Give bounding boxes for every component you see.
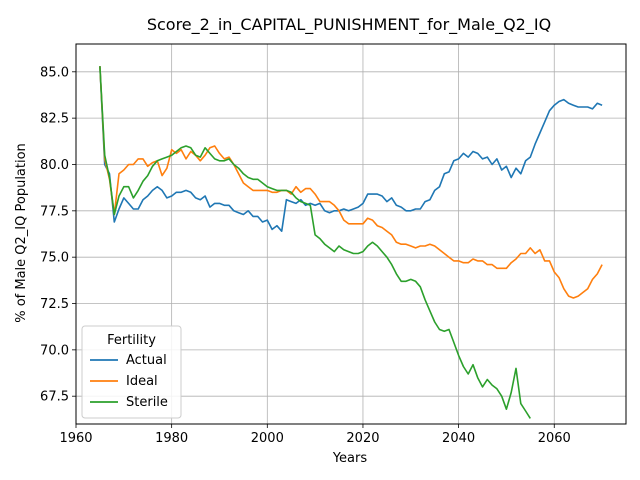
x-tick-label: 2040 xyxy=(442,431,475,446)
x-tick-label: 2060 xyxy=(538,431,571,446)
y-tick-label: 82.5 xyxy=(40,112,69,127)
y-axis-ticks: 67.5 70.0 72.5 75.0 77.5 80.0 82.5 85.0 xyxy=(40,65,76,405)
y-tick-label: 72.5 xyxy=(40,297,69,312)
legend: Fertility Actual Ideal Sterile xyxy=(81,325,182,419)
legend-box xyxy=(81,325,182,419)
series-line-sterile xyxy=(99,66,531,419)
y-tick-label: 80.0 xyxy=(40,158,69,173)
y-tick-label: 77.5 xyxy=(40,204,69,219)
plot-area-frame xyxy=(75,43,627,425)
x-axis-ticks: 1960 1980 2000 2020 2040 2060 xyxy=(59,424,571,446)
chart-title: Score_2_in_CAPITAL_PUNISHMENT_for_Male_Q… xyxy=(147,15,551,35)
y-axis-label: % of Male Q2_IQ Population xyxy=(14,143,29,323)
y-tick-label: 85.0 xyxy=(40,65,69,80)
y-tick-label: 67.5 xyxy=(40,390,69,405)
series-line-ideal xyxy=(99,66,603,299)
x-tick-label: 2000 xyxy=(251,431,284,446)
x-tick-label: 1980 xyxy=(155,431,188,446)
series-lines xyxy=(99,66,603,419)
x-tick-label: 1960 xyxy=(59,431,92,446)
legend-label-actual: Actual xyxy=(126,353,167,368)
y-tick-label: 70.0 xyxy=(40,343,69,358)
legend-label-sterile: Sterile xyxy=(126,395,168,410)
legend-title: Fertility xyxy=(107,333,156,348)
x-axis-label: Years xyxy=(332,451,368,466)
y-tick-label: 75.0 xyxy=(40,251,69,266)
series-line-actual xyxy=(99,66,603,232)
legend-label-ideal: Ideal xyxy=(126,374,158,389)
x-tick-label: 2020 xyxy=(346,431,379,446)
